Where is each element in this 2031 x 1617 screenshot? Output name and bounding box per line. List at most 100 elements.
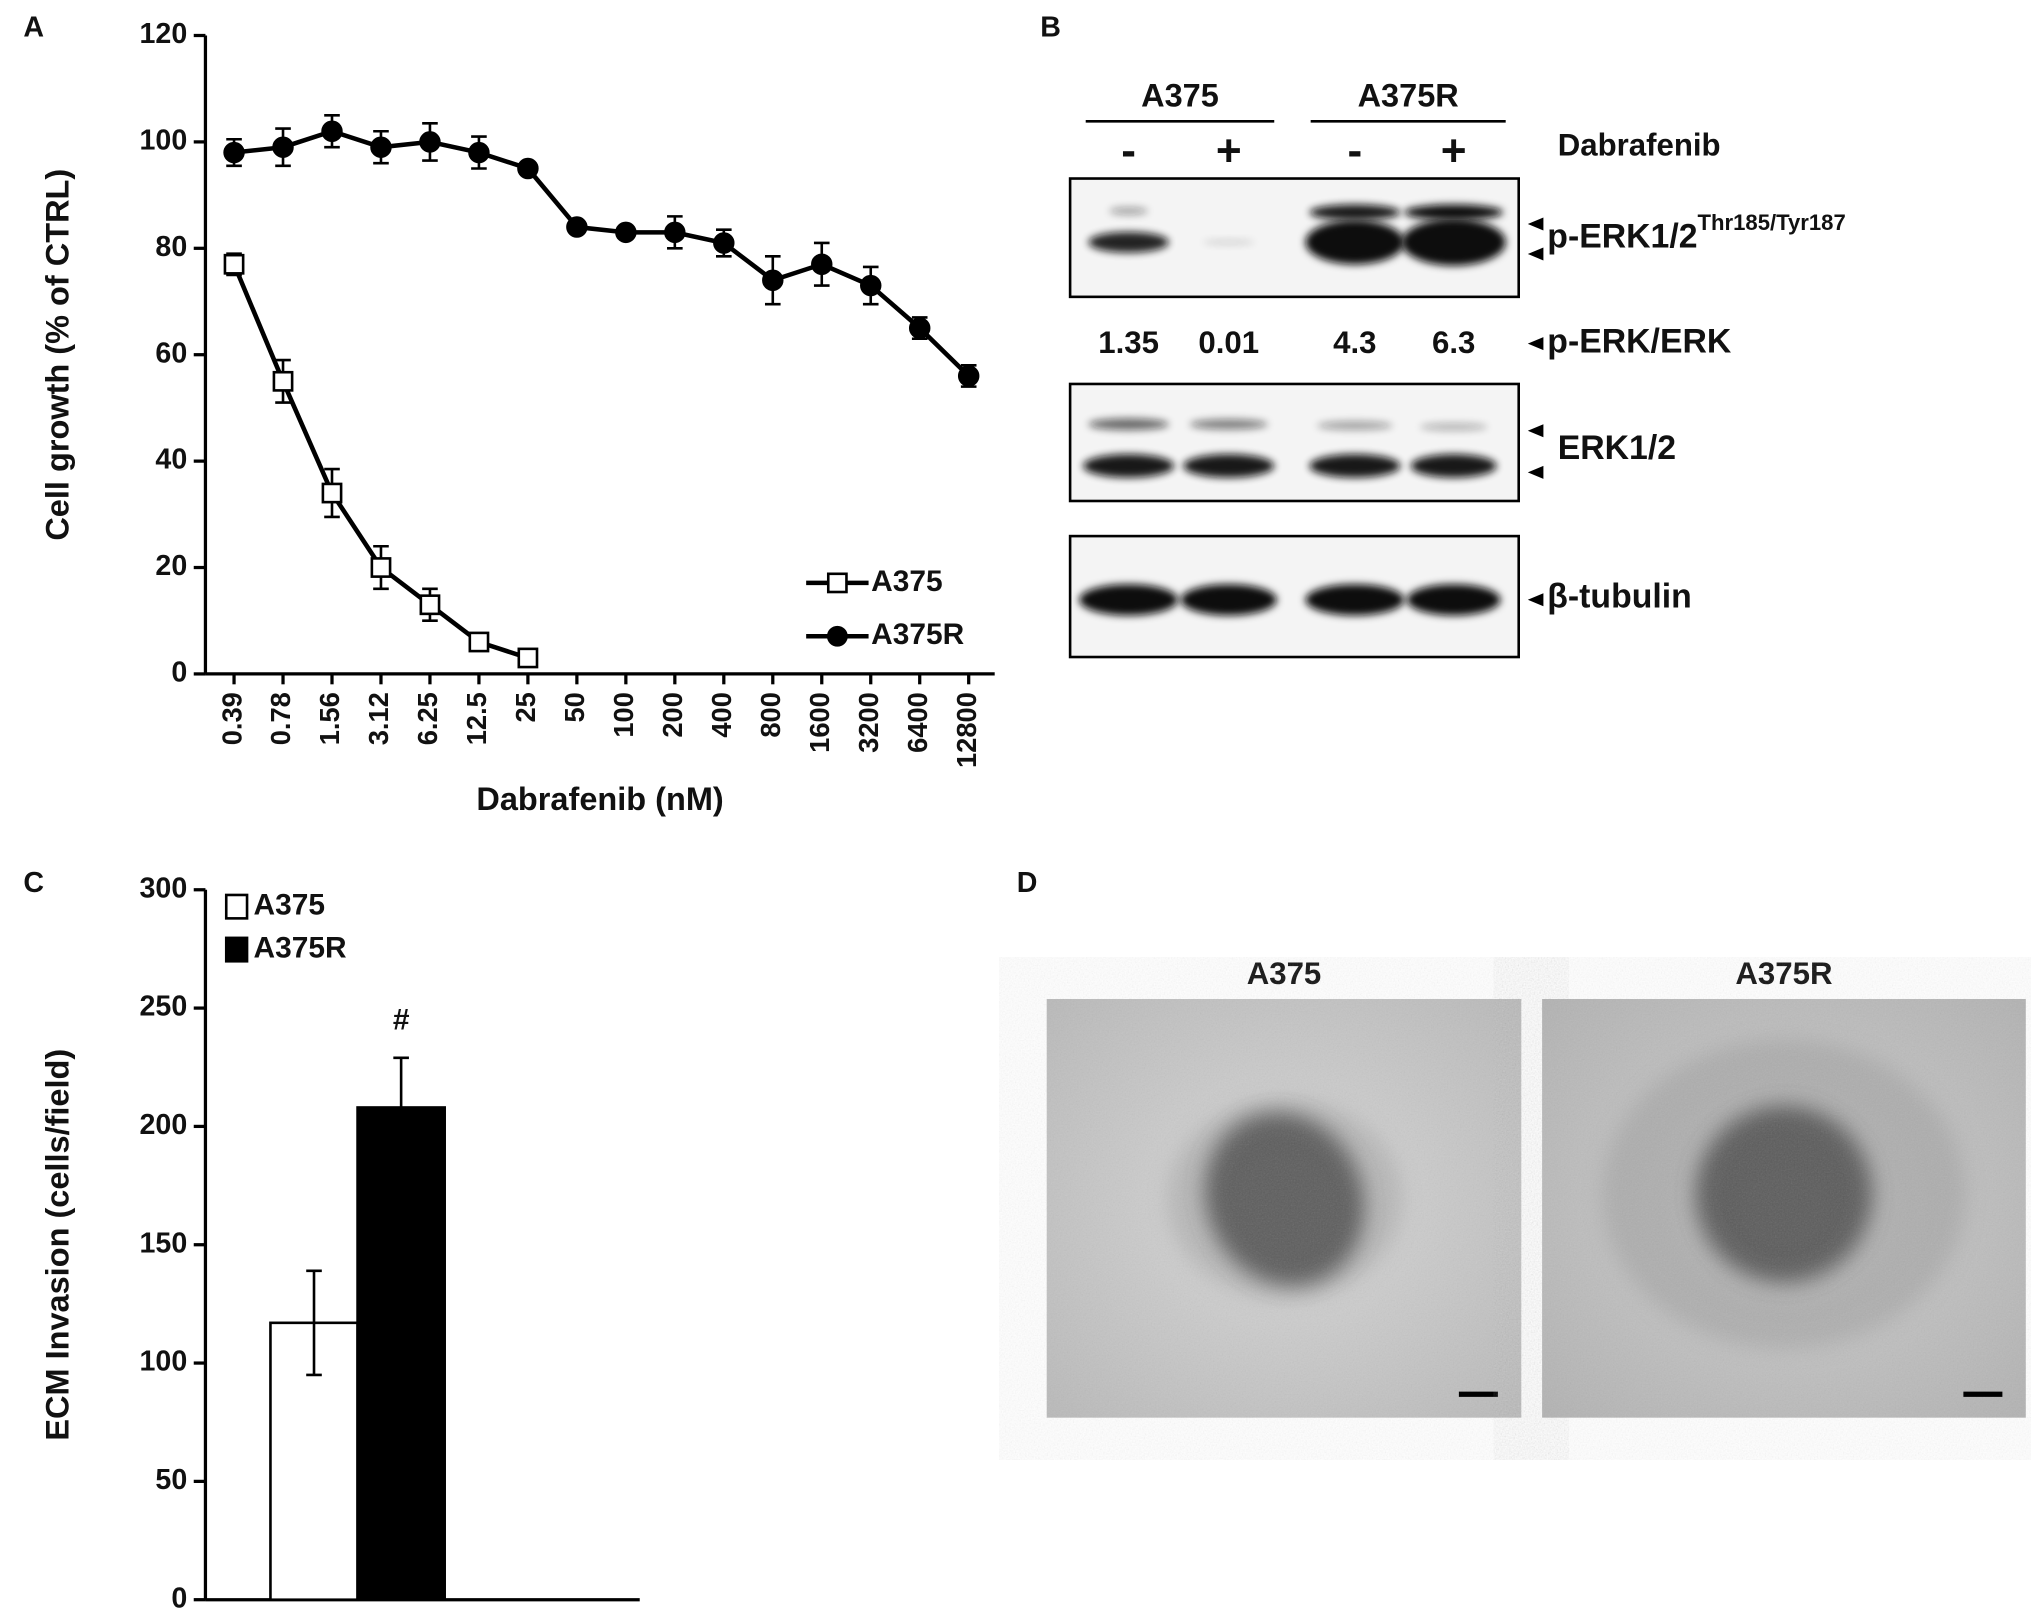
arrowhead: [1527, 465, 1544, 479]
panel-b: A375 A375R - + - + Dabrafenib p-ERK1/2Thr185/Ty…: [1068, 77, 1846, 659]
y-tick-label: 200: [140, 1109, 188, 1141]
group-label: A375: [1141, 77, 1219, 113]
x-tick-label: 1600: [804, 692, 835, 753]
ratio-value: 4.3: [1333, 325, 1376, 360]
blot-band: [1088, 418, 1169, 431]
x-tick-label: 100: [608, 692, 639, 738]
legend-marker: [826, 625, 848, 647]
x-tick-label: 6400: [902, 692, 933, 753]
arrowhead: [1527, 217, 1544, 231]
x-tick-label: 1.56: [314, 692, 345, 745]
blot-band: [1317, 421, 1393, 431]
marker: [468, 631, 490, 653]
x-tick-label: 6.25: [412, 692, 443, 745]
legend-label: A375: [254, 889, 325, 922]
x-tick-label: 3200: [853, 692, 884, 753]
marker: [223, 253, 245, 275]
blot-band: [1183, 454, 1275, 478]
blot-band: [1305, 584, 1405, 616]
ratio-value: 0.01: [1198, 325, 1259, 360]
treatment-label: Dabrafenib: [1558, 128, 1721, 163]
panel-label: C: [23, 867, 44, 899]
marker: [664, 221, 686, 244]
blot-frame: [1068, 382, 1520, 503]
x-axis-label: Dabrafenib (nM): [476, 781, 723, 817]
marker: [517, 647, 539, 669]
y-tick-label: 60: [155, 337, 187, 369]
marker: [908, 317, 931, 339]
y-tick-label: 300: [140, 872, 188, 904]
y-tick-label: 100: [140, 1346, 188, 1378]
blot-band: [1410, 454, 1497, 478]
y-tick-label: 150: [140, 1227, 188, 1259]
marker: [811, 253, 833, 275]
blot-band: [1180, 584, 1277, 616]
blot-band: [1404, 204, 1504, 221]
x-tick-label: 25: [510, 692, 541, 722]
lane-sign: -: [1348, 126, 1363, 175]
marker: [860, 274, 882, 297]
row-label: β-tubulin: [1547, 577, 1692, 615]
marker: [419, 594, 441, 616]
legend-label: A375R: [254, 931, 347, 964]
grain: [1542, 998, 2026, 1418]
image-title: A375: [1247, 956, 1322, 991]
marker: [517, 157, 539, 180]
blot-band: [1083, 454, 1175, 478]
blot-band: [1305, 220, 1405, 265]
legend-swatch: [224, 893, 249, 920]
x-tick-label: 50: [559, 692, 590, 722]
lane-sign: +: [1441, 126, 1467, 175]
marker: [223, 141, 245, 164]
y-tick-label: 20: [155, 550, 187, 582]
arrowhead: [1527, 424, 1544, 438]
y-tick-label: 120: [140, 18, 188, 50]
y-tick-label: 50: [155, 1464, 187, 1496]
marker: [468, 141, 490, 164]
blot-band: [1309, 204, 1401, 221]
arrowhead: [1527, 593, 1544, 607]
y-tick-label: 100: [140, 124, 188, 156]
lane-sign: -: [1121, 126, 1136, 175]
y-axis-label: ECM Invasion (cells/field): [39, 1049, 75, 1441]
marker: [370, 557, 392, 578]
image-title: A375R: [1735, 956, 1832, 991]
error-bar: [393, 1056, 409, 1159]
grain: [1046, 998, 1522, 1418]
blot-band: [1309, 454, 1401, 478]
y-tick-label: 40: [155, 444, 187, 476]
marker: [272, 370, 294, 392]
bar: [356, 1106, 446, 1602]
series-line: [231, 263, 529, 661]
group-label: A375R: [1358, 77, 1459, 113]
blot-band: [1079, 584, 1179, 616]
blot-band: [1109, 207, 1149, 215]
ratio-value: 6.3: [1432, 325, 1475, 360]
blot-band: [1088, 231, 1169, 253]
row-label: p-ERK1/2Thr185/Tyr187: [1547, 210, 1845, 255]
x-tick-label: 12.5: [461, 692, 492, 745]
x-tick-label: 200: [657, 692, 688, 738]
series-line: [233, 128, 971, 378]
y-tick-label: 250: [140, 991, 188, 1023]
row-label: ERK1/2: [1558, 429, 1676, 467]
legend-marker: [826, 572, 848, 594]
row-label-main: p-ERK1/2: [1547, 217, 1697, 255]
error-bar: [306, 1269, 322, 1377]
lane-sign: +: [1216, 126, 1242, 175]
marker: [615, 221, 637, 244]
x-tick-label: 400: [706, 692, 737, 738]
blot-band: [1189, 419, 1268, 430]
blot-band: [1401, 218, 1506, 266]
y-axis-label: Cell growth (% of CTRL): [39, 169, 75, 541]
y-tick-label: 0: [171, 656, 187, 688]
y-tick-label: 80: [155, 231, 187, 263]
panel-c: 0 50 100 150 200 250 300 ECM Invasion (cells/fi…: [39, 872, 640, 1614]
marker: [419, 131, 441, 153]
marker: [713, 232, 735, 254]
blot-band: [1202, 239, 1255, 245]
ratio-label: p-ERK/ERK: [1547, 323, 1732, 361]
marker: [762, 269, 784, 291]
